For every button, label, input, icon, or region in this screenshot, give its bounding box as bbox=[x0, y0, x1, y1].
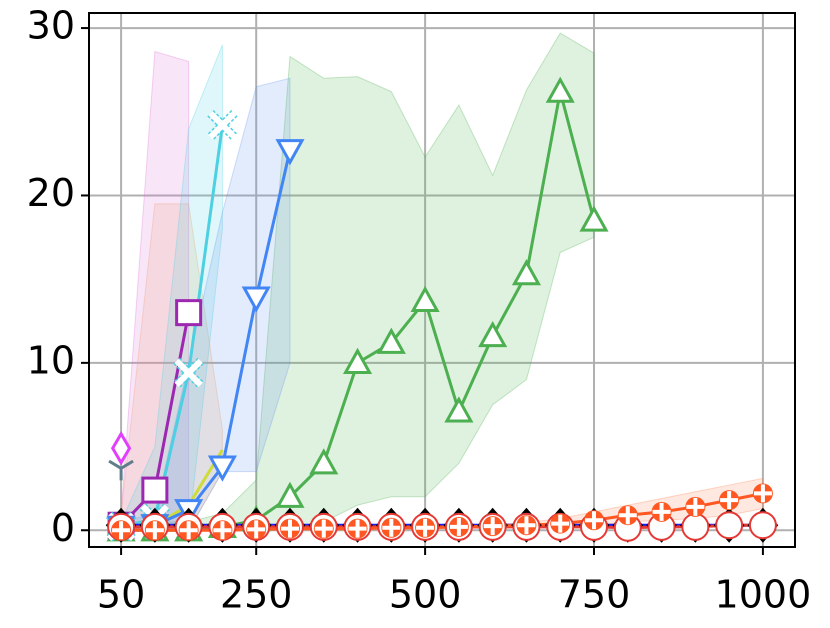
marker-core bbox=[483, 517, 502, 536]
marker bbox=[681, 512, 710, 541]
marker-core bbox=[652, 502, 671, 521]
marker bbox=[444, 396, 474, 423]
marker bbox=[141, 476, 169, 504]
x-tick-label: 50 bbox=[97, 573, 145, 617]
marker-core bbox=[517, 516, 536, 535]
marker bbox=[343, 347, 373, 374]
y-tick-label: 30 bbox=[27, 4, 75, 48]
marker bbox=[685, 496, 706, 517]
marker-core bbox=[145, 521, 164, 540]
marker bbox=[246, 519, 267, 540]
marker bbox=[651, 501, 672, 522]
marker-core bbox=[174, 358, 203, 388]
marker-core bbox=[686, 497, 705, 516]
y-tick-label: 20 bbox=[27, 171, 75, 215]
marker bbox=[752, 483, 773, 504]
marker bbox=[584, 510, 605, 531]
marker bbox=[111, 520, 132, 541]
marker-core bbox=[585, 511, 604, 530]
marker bbox=[173, 357, 204, 389]
marker bbox=[313, 518, 334, 539]
marker bbox=[478, 320, 508, 348]
x-tick-label: 250 bbox=[220, 573, 293, 617]
marker bbox=[144, 520, 165, 541]
marker bbox=[110, 430, 132, 466]
marker bbox=[279, 518, 300, 539]
marker-core bbox=[449, 517, 468, 536]
marker bbox=[241, 286, 271, 313]
marker bbox=[212, 520, 233, 541]
marker bbox=[545, 76, 575, 103]
marker bbox=[748, 511, 777, 540]
marker bbox=[275, 481, 305, 508]
marker bbox=[309, 448, 339, 475]
y-tick-label: 10 bbox=[27, 338, 75, 382]
marker bbox=[719, 490, 740, 511]
marker-core bbox=[416, 518, 435, 537]
marker bbox=[482, 516, 503, 537]
marker-core bbox=[348, 519, 367, 538]
marker-core bbox=[280, 519, 299, 538]
marker bbox=[376, 327, 406, 354]
marker bbox=[381, 517, 402, 538]
marker-core bbox=[618, 506, 637, 525]
marker bbox=[550, 513, 571, 534]
marker-core bbox=[753, 484, 772, 503]
marker bbox=[175, 299, 203, 327]
plot-area bbox=[120, 32, 764, 532]
marker bbox=[207, 109, 238, 141]
series-line bbox=[120, 124, 224, 529]
marker bbox=[415, 517, 436, 538]
marker-core bbox=[382, 518, 401, 537]
marker bbox=[275, 139, 305, 166]
marker bbox=[178, 520, 199, 541]
marker bbox=[448, 516, 469, 537]
marker bbox=[108, 459, 134, 481]
marker bbox=[511, 259, 541, 286]
x-tick-label: 750 bbox=[558, 573, 631, 617]
plot-frame bbox=[88, 12, 796, 548]
marker bbox=[579, 205, 609, 232]
marker bbox=[207, 455, 237, 482]
marker bbox=[347, 518, 368, 539]
x-tick-label: 1000 bbox=[715, 573, 812, 617]
marker bbox=[516, 515, 537, 536]
marker bbox=[617, 505, 638, 526]
marker-core bbox=[247, 520, 266, 539]
y-tick-label: 0 bbox=[51, 506, 75, 550]
marker-core bbox=[720, 491, 739, 510]
marker bbox=[410, 285, 440, 313]
marker-core bbox=[179, 521, 198, 540]
marker-core bbox=[314, 519, 333, 538]
marker-core bbox=[112, 521, 131, 540]
x-tick-label: 500 bbox=[389, 573, 462, 617]
marker-core bbox=[551, 514, 570, 533]
marker-core bbox=[213, 521, 232, 540]
marker-core bbox=[208, 111, 237, 140]
marker bbox=[715, 511, 744, 540]
